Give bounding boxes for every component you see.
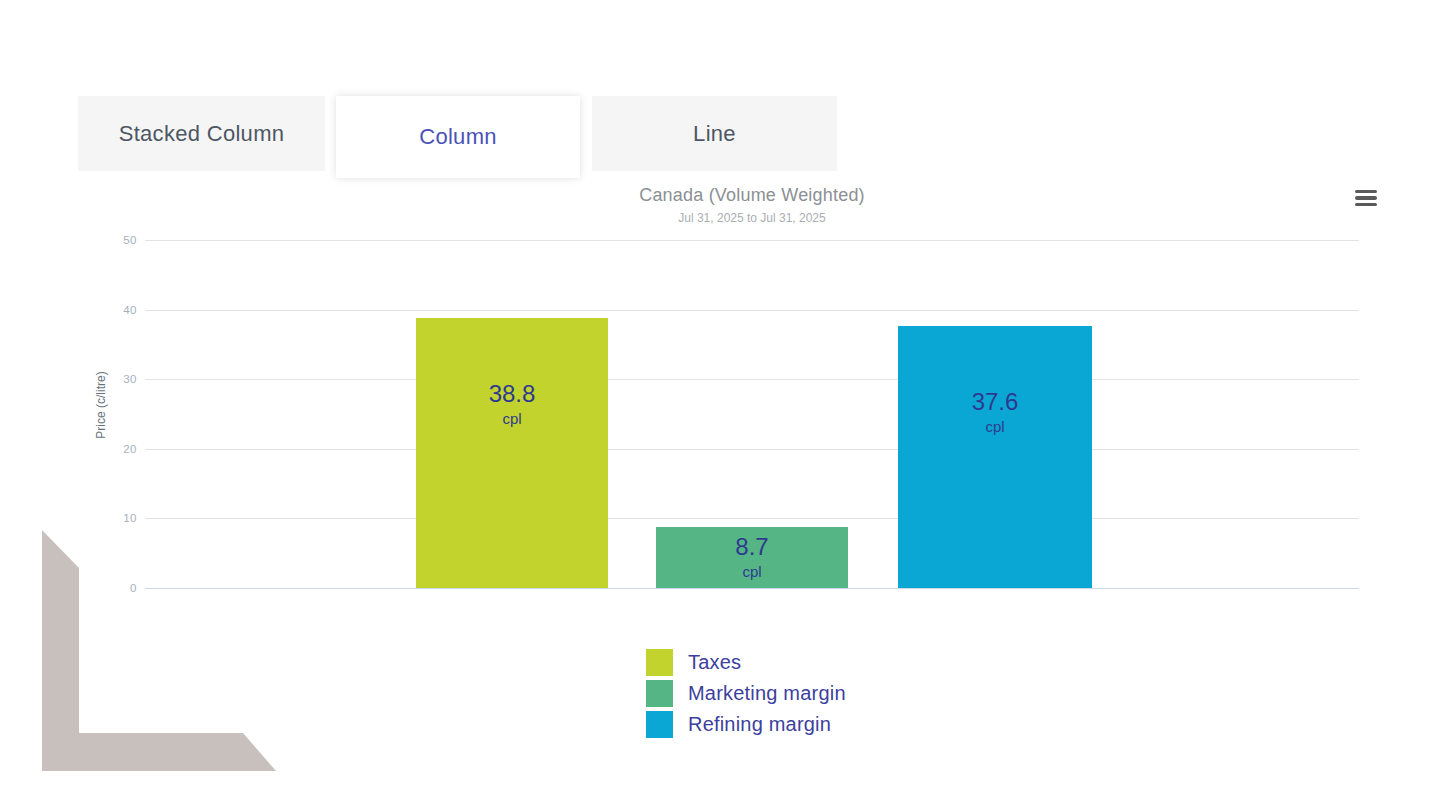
ytick-40: 40 [92,302,137,318]
legend-label-refining-margin: Refining margin [688,713,831,736]
y-axis-title: Price (c/litre) [94,371,108,438]
ytick-20: 20 [92,441,137,457]
legend-item-taxes[interactable]: Taxes [646,649,846,676]
tab-stacked-column[interactable]: Stacked Column [78,96,325,171]
gridline-30 [145,379,1359,380]
bar-marketing-margin[interactable]: 8.7 cpl [656,527,848,588]
gridline-0 zero-line [145,588,1359,589]
legend: Taxes Marketing margin Refining margin [646,649,846,742]
bar-taxes-unit: cpl [416,408,608,430]
gridline-10 [145,518,1359,519]
legend-swatch-marketing-margin [646,680,673,707]
legend-item-refining-margin[interactable]: Refining margin [646,711,846,738]
bar-refining-margin-unit: cpl [898,416,1092,438]
bar-refining-margin-label: 37.6 cpl [898,388,1092,438]
gridline-50 [145,240,1359,241]
page: Stacked Column Column Line Canada (Volum… [0,0,1430,804]
legend-item-marketing-margin[interactable]: Marketing margin [646,680,846,707]
corner-bracket-decoration [40,528,280,776]
gridline-20 [145,449,1359,450]
chart-title: Canada (Volume Weighted) [145,185,1359,206]
bar-taxes-label: 38.8 cpl [416,380,608,430]
hamburger-menu-icon[interactable] [1355,187,1381,209]
ytick-10: 10 [92,510,137,526]
bar-taxes[interactable]: 38.8 cpl [416,318,608,588]
bar-marketing-margin-unit: cpl [656,561,848,583]
bar-taxes-value: 38.8 [416,380,608,408]
legend-swatch-refining-margin [646,711,673,738]
tab-line[interactable]: Line [592,96,837,171]
legend-label-taxes: Taxes [688,651,741,674]
ytick-50: 50 [92,232,137,248]
legend-swatch-taxes [646,649,673,676]
gridline-40 [145,310,1359,311]
bar-refining-margin-value: 37.6 [898,388,1092,416]
tab-column-label: Column [419,124,497,150]
bar-marketing-margin-value: 8.7 [656,533,848,561]
chart-subtitle: Jul 31, 2025 to Jul 31, 2025 [145,211,1359,225]
bar-refining-margin[interactable]: 37.6 cpl [898,326,1092,588]
tab-stacked-column-label: Stacked Column [119,121,285,147]
legend-label-marketing-margin: Marketing margin [688,682,846,705]
tab-column[interactable]: Column [336,96,580,178]
bar-marketing-margin-label: 8.7 cpl [656,533,848,583]
tab-line-label: Line [693,121,736,147]
